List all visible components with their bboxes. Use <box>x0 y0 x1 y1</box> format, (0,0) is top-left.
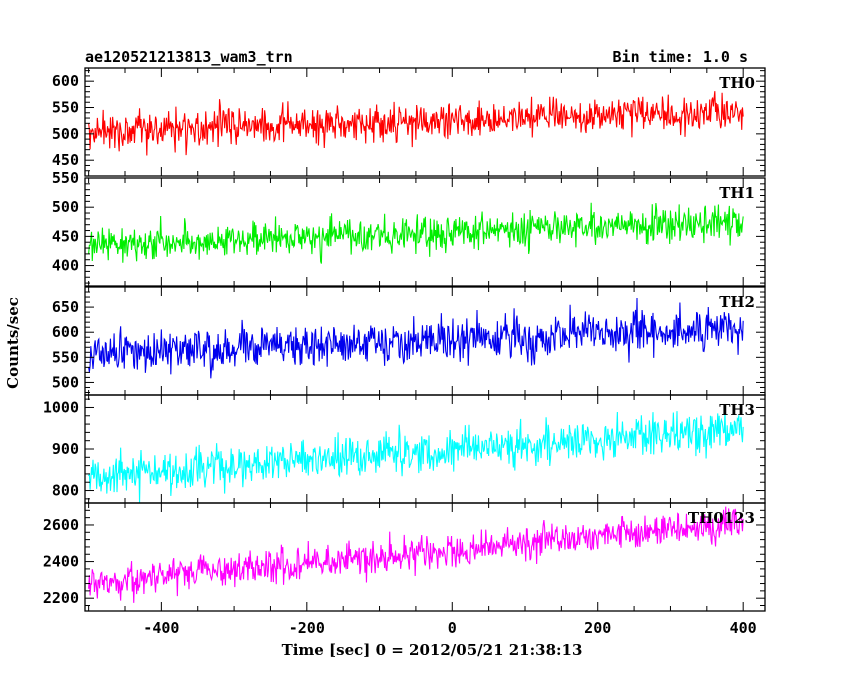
y-tick-label: 2600 <box>43 516 79 534</box>
x-tick-label: -200 <box>289 619 325 637</box>
y-tick-label: 800 <box>52 482 79 500</box>
y-tick-label: 900 <box>52 440 79 458</box>
y-tick-label: 450 <box>52 227 79 245</box>
x-tick-label: 200 <box>584 619 611 637</box>
panel-label-th2: TH2 <box>719 293 755 311</box>
x-tick-label: 0 <box>448 619 457 637</box>
x-tick-label: -400 <box>143 619 179 637</box>
panel-label-th0123: TH0123 <box>688 509 755 527</box>
panel-th0: 450 500 550 600 TH0 <box>52 67 766 177</box>
series-line-th0 <box>88 91 744 156</box>
chart-title-right: Bin time: 1.0 s <box>613 48 748 66</box>
y-tick-label: 550 <box>52 169 79 187</box>
y-tick-label: 2200 <box>43 589 79 607</box>
series-line-th1 <box>88 202 744 264</box>
y-tick-label: 650 <box>52 298 79 316</box>
x-axis-label: Time [sec] 0 = 2012/05/21 21:38:13 <box>282 641 583 659</box>
y-tick-label: 400 <box>52 257 79 275</box>
y-tick-label: 450 <box>52 151 79 169</box>
y-axis-label: Counts/sec <box>4 297 22 389</box>
panel-th2: 500 550 600 650 TH2 <box>52 286 766 396</box>
y-tick-label: 500 <box>52 198 79 216</box>
y-tick-label: 550 <box>52 348 79 366</box>
panel-frame <box>84 67 766 177</box>
y-tick-label: 500 <box>52 373 79 391</box>
series-line-th2 <box>88 297 744 379</box>
panel-th0123: 2200 2400 2600 TH0123 -400 -200 0 200 400 <box>43 502 766 637</box>
series-line-th0123 <box>88 506 744 603</box>
panel-frame <box>84 502 766 612</box>
panel-frame <box>84 177 766 287</box>
y-tick-label: 600 <box>52 323 79 341</box>
panel-label-th1: TH1 <box>719 184 755 202</box>
x-tick-label: 400 <box>730 619 757 637</box>
panel-label-th0: TH0 <box>719 74 755 92</box>
panel-th1: 400 450 500 550 TH1 <box>52 169 766 287</box>
panel-th3: 800 900 1000 TH3 <box>43 394 766 504</box>
chart-title-left: ae120521213813_wam3_trn <box>85 48 293 66</box>
y-tick-label: 500 <box>52 125 79 143</box>
y-tick-label: 1000 <box>43 398 79 416</box>
y-tick-label: 550 <box>52 99 79 117</box>
y-tick-label: 2400 <box>43 553 79 571</box>
y-tick-label: 600 <box>52 72 79 90</box>
panels-group: 450 500 550 600 TH0 400 450 500 550 TH1 500 550 600 6… <box>43 67 766 637</box>
series-line-th3 <box>88 410 744 503</box>
panel-label-th3: TH3 <box>719 401 755 419</box>
panel-frame <box>84 394 766 504</box>
